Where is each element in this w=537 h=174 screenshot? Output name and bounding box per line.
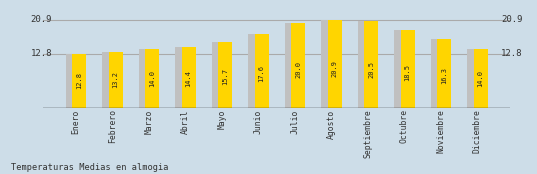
Bar [358,21,372,108]
Text: 18.5: 18.5 [404,64,411,81]
Bar [394,30,408,108]
Bar [212,42,226,108]
Text: 20.5: 20.5 [368,61,374,78]
Text: 20.0: 20.0 [295,61,301,78]
Bar [431,39,445,108]
Bar [401,30,415,108]
Text: 20.9: 20.9 [31,15,52,24]
Bar [108,52,122,108]
Bar [467,49,481,108]
Bar [72,54,86,108]
Bar [328,20,342,108]
Text: 12.8: 12.8 [31,49,52,58]
Bar [102,52,116,108]
Bar [182,47,195,108]
Bar [248,34,262,108]
Text: 13.2: 13.2 [113,71,119,88]
Bar [139,49,153,108]
Bar [218,42,232,108]
Text: 16.3: 16.3 [441,67,447,84]
Bar [66,54,79,108]
Text: 12.8: 12.8 [501,49,523,58]
Bar [474,49,488,108]
Text: 17.6: 17.6 [259,65,265,82]
Text: 14.0: 14.0 [477,70,484,87]
Text: 14.0: 14.0 [149,70,155,87]
Bar [255,34,268,108]
Text: 20.9: 20.9 [331,60,338,77]
Bar [321,20,335,108]
Bar [285,23,299,108]
Text: Temperaturas Medias en almogia: Temperaturas Medias en almogia [11,163,168,172]
Text: 14.4: 14.4 [186,70,192,87]
Bar [175,47,189,108]
Bar [291,23,305,108]
Text: 12.8: 12.8 [76,72,82,89]
Bar [437,39,451,108]
Bar [145,49,159,108]
Text: 20.9: 20.9 [501,15,523,24]
Text: 15.7: 15.7 [222,68,228,85]
Bar [364,21,378,108]
